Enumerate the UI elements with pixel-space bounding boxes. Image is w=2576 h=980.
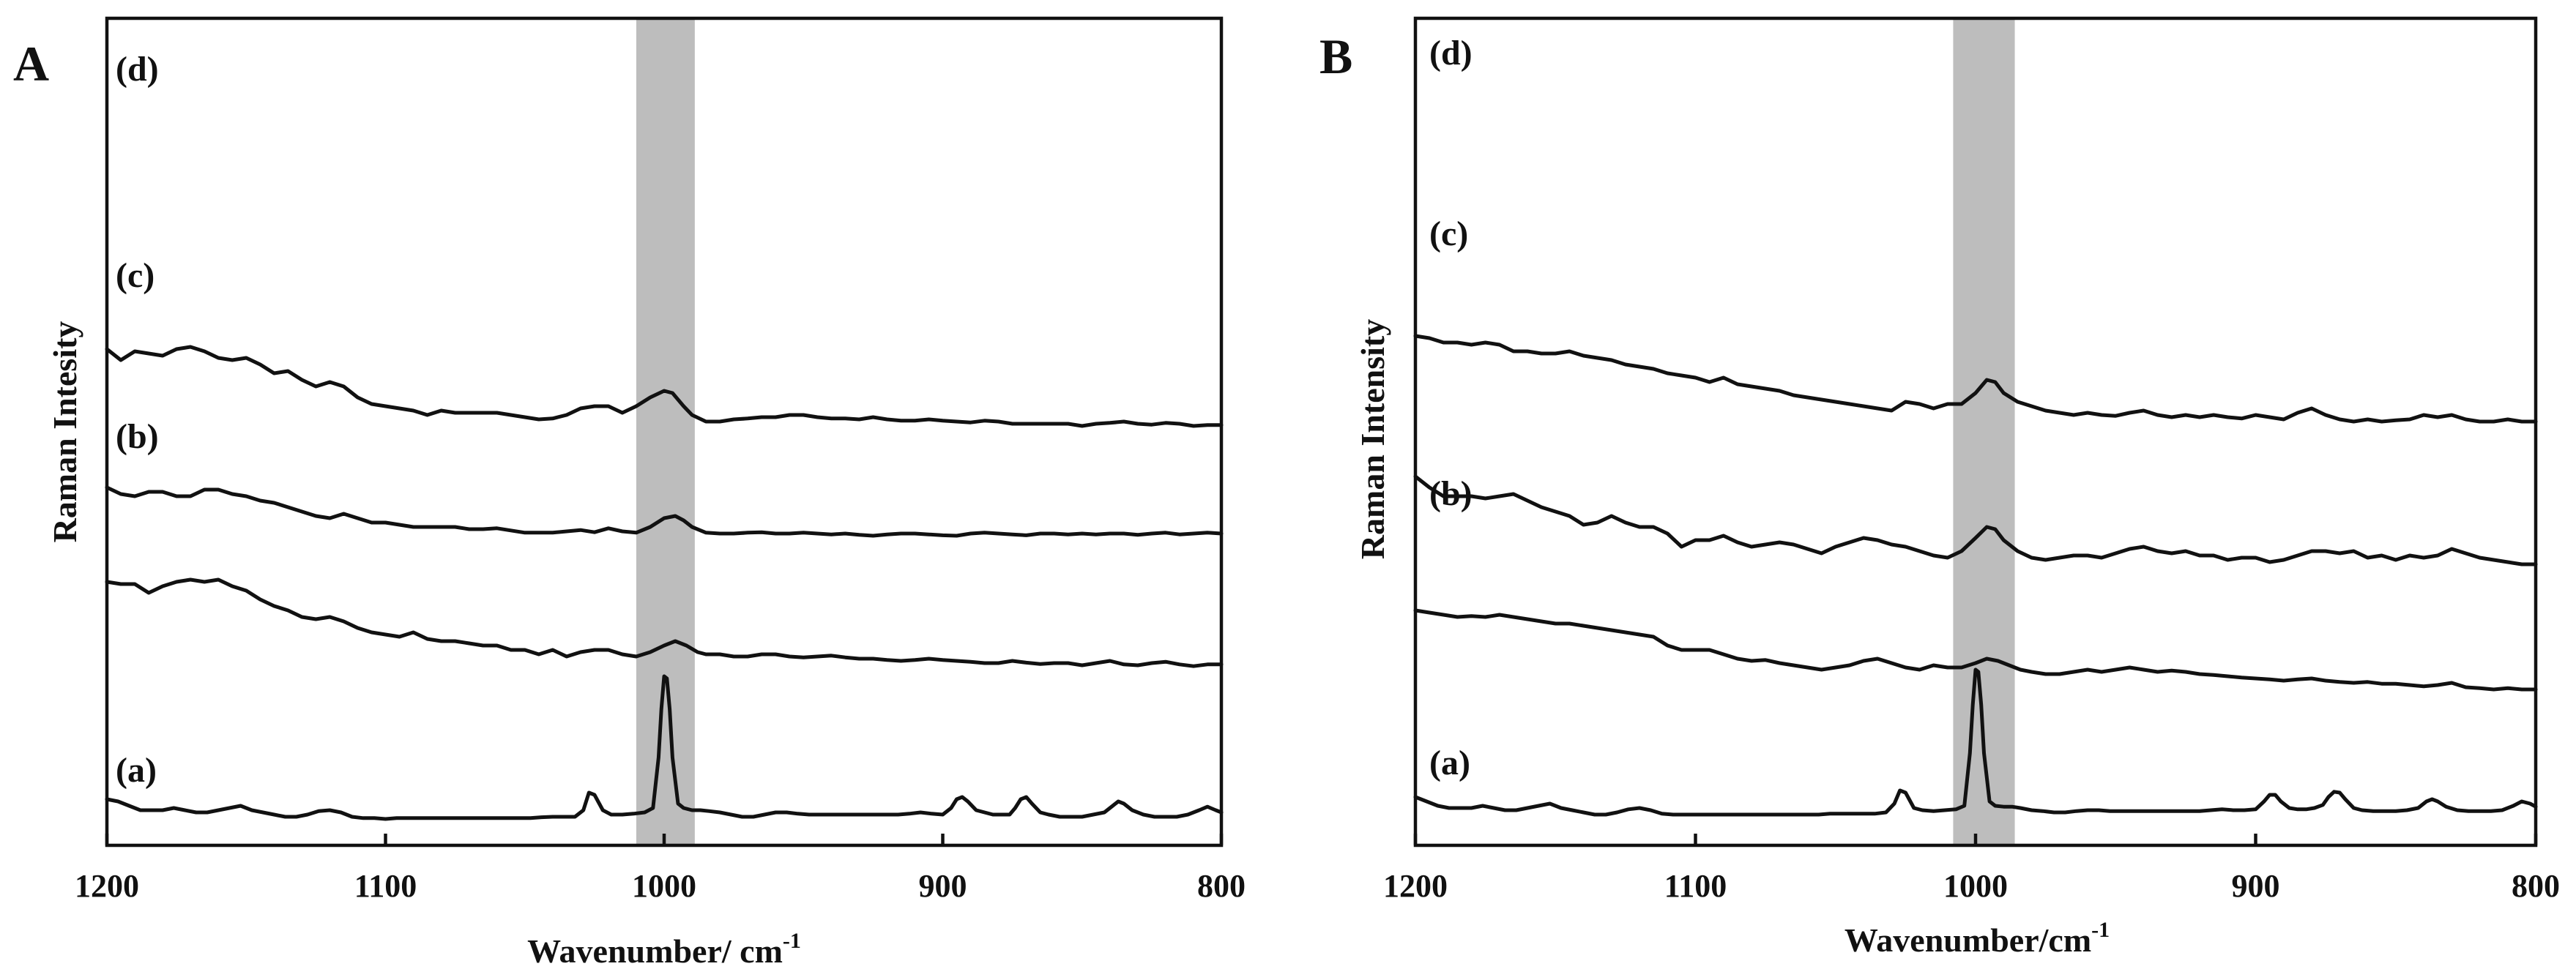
trace-label: (c) bbox=[1429, 214, 1468, 253]
trace-a bbox=[105, 674, 1224, 821]
x-tick-label: 800 bbox=[2512, 868, 2560, 904]
highlight-band bbox=[636, 18, 695, 845]
trace-label: (a) bbox=[116, 751, 157, 790]
trace-c bbox=[105, 485, 1224, 538]
x-tick-label: 1000 bbox=[632, 868, 696, 904]
x-axis-ticks: 1200 1100 1000 900 800 bbox=[75, 834, 1246, 904]
x-axis-ticks: 1200 1100 1000 900 800 bbox=[1383, 834, 2560, 904]
x-tick-label: 900 bbox=[2232, 868, 2280, 904]
panel-letter: B bbox=[1319, 29, 1352, 84]
trace-label: (b) bbox=[116, 417, 159, 456]
trace-d bbox=[105, 345, 1224, 428]
trace-label: (d) bbox=[116, 50, 159, 89]
panel-b: B (d) (c) (b) (a) 1200 1100 1000 900 800 Wavenu… bbox=[1319, 16, 2560, 959]
trace-b bbox=[1413, 608, 2538, 692]
x-tick-label: 1200 bbox=[1383, 868, 1448, 904]
trace-b bbox=[105, 577, 1224, 668]
trace-group: (d) (c) (b) (a) bbox=[105, 50, 1224, 821]
x-tick-label: 1000 bbox=[1943, 868, 2008, 904]
trace-d bbox=[1413, 334, 2538, 424]
panel-a: A (d) (c) (b) (a) 1200 1100 1000 900 800 Wavenu… bbox=[13, 16, 1246, 970]
trace-label: (a) bbox=[1429, 744, 1470, 782]
x-axis-label: Wavenumber/cm-1 bbox=[1844, 918, 2110, 959]
x-tick-label: 1200 bbox=[75, 868, 139, 904]
x-tick-label: 800 bbox=[1197, 868, 1246, 904]
highlight-band bbox=[1953, 18, 2015, 845]
trace-label: (d) bbox=[1429, 34, 1473, 72]
x-tick-label: 1100 bbox=[354, 868, 417, 904]
x-tick-label: 900 bbox=[919, 868, 967, 904]
panel-letter: A bbox=[13, 36, 49, 91]
x-axis-label: Wavenumber/ cm-1 bbox=[527, 929, 801, 970]
y-axis-label: Raman Intesity bbox=[46, 321, 83, 543]
x-tick-label: 1100 bbox=[1664, 868, 1727, 904]
trace-label: (c) bbox=[116, 256, 155, 295]
trace-c bbox=[1413, 474, 2538, 566]
y-axis-label: Raman Intensity bbox=[1354, 319, 1391, 559]
trace-group: (d) (c) (b) (a) bbox=[1413, 34, 2538, 817]
trace-a bbox=[1413, 667, 2538, 817]
trace-label: (b) bbox=[1429, 474, 1473, 513]
